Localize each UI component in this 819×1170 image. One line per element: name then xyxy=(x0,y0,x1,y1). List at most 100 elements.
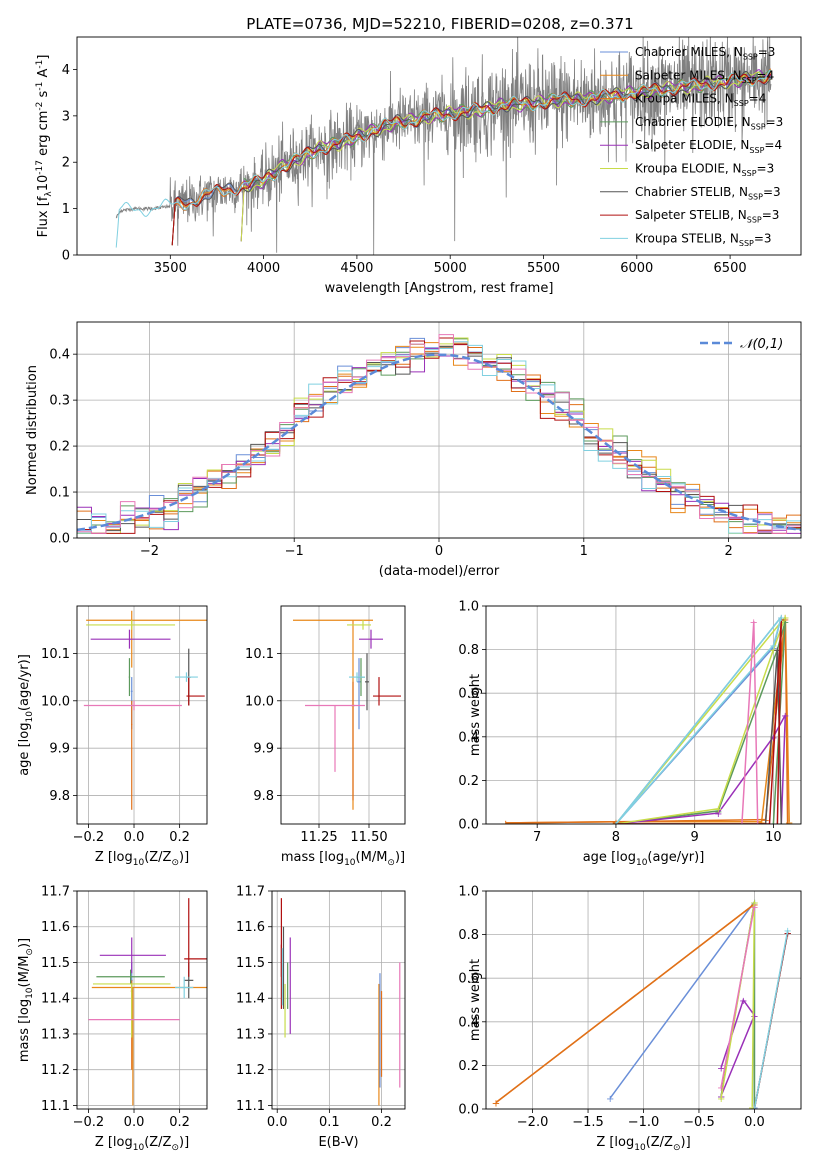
weight_vs_Z-ytick-label: 0.4 xyxy=(458,1015,479,1030)
weight-age-marker: + xyxy=(738,820,746,831)
axes-frame xyxy=(76,605,208,825)
mass_vs_ebv-xtick-label: 0.0 xyxy=(267,1115,288,1130)
mass_vs_ebv-ytick-label: 11.6 xyxy=(236,920,265,935)
weight-age-marker: + xyxy=(714,805,722,816)
mass_vs_ebv-ytick-label: 11.4 xyxy=(236,992,265,1007)
age_vs_Z-ytick-label: 10.1 xyxy=(41,647,70,662)
weight-age-marker: + xyxy=(612,820,620,831)
weight-age-line xyxy=(615,714,787,824)
weight-z-marker: + xyxy=(492,1098,500,1109)
mass_vs_Z-ytick-label: 11.7 xyxy=(41,885,70,900)
age_vs_Z-xtick-label: 0.0 xyxy=(124,830,145,845)
weight-z-marker: + xyxy=(717,1083,725,1094)
age_vs_mass-ytick-label: 9.9 xyxy=(253,742,274,757)
mass_vs_ebv-axes: 0.0 0.1 0.2 11.1 11.2 11.3 11.4 11.5 11.6 11.7 xyxy=(236,885,406,1130)
weight_vs_Z-xtick-label: −1.5 xyxy=(572,1115,604,1130)
weight_vs_Z-xlabel: Z [log10​(Z/Z⊙​)] xyxy=(596,1135,690,1153)
weight-z-marker: + xyxy=(739,996,747,1007)
weight-age-marker: + xyxy=(769,646,777,657)
spectrum-xtick-label: 4500 xyxy=(340,261,373,276)
axes-frame xyxy=(280,605,406,825)
axes-frame xyxy=(485,605,802,825)
weight-z-marker: + xyxy=(748,1103,756,1114)
mass_vs_Z-ytick-label: 11.5 xyxy=(41,956,70,971)
age_vs_mass-plot-area xyxy=(293,619,401,810)
mass_vs_ebv-xlabel: E(B-V) xyxy=(318,1135,358,1150)
weight_vs_Z-plot-area: +++++++++++++++++++++++++ xyxy=(492,898,792,1114)
weight_vs_Z-xtick-label: −2.0 xyxy=(517,1115,549,1130)
residuals-xtick-label: 1 xyxy=(580,544,588,559)
age_vs_mass-xlabel: mass [log10​(M/M⊙​)] xyxy=(281,850,405,868)
weight_vs_Z-ytick-label: 0.8 xyxy=(458,928,479,943)
weight_vs_age-xtick-label: 9 xyxy=(691,830,699,845)
weight-age-marker: + xyxy=(773,646,781,657)
weight-age-marker: + xyxy=(777,820,785,831)
mass_vs_Z-ytick-label: 11.4 xyxy=(41,992,70,1007)
weight-age-marker: + xyxy=(785,818,793,829)
mass_vs_Z-xtick-label: −0.2 xyxy=(73,1115,105,1130)
age_vs_Z-plot-area xyxy=(83,610,207,810)
weight-age-marker: + xyxy=(781,617,789,628)
age_vs_Z-ytick-label: 9.8 xyxy=(49,789,70,804)
mass_vs_Z-xlabel: Z [log10​(Z/Z⊙​)] xyxy=(95,1135,189,1153)
residuals-ytick-label: 0.3 xyxy=(49,394,70,409)
residuals-xtick-label: 0 xyxy=(435,544,443,559)
weight_vs_Z-ytick-label: 0.6 xyxy=(458,972,479,987)
weight-age-marker: + xyxy=(612,820,620,831)
weight-age-marker: + xyxy=(612,818,620,829)
mass_vs_Z-ytick-label: 11.2 xyxy=(41,1063,70,1078)
spectrum-ytick-label: 1 xyxy=(62,202,70,217)
weight_vs_age-ytick-label: 0.0 xyxy=(458,818,479,833)
spectrum-ytick-label: 2 xyxy=(62,156,70,171)
legend-label: Salpeter ELODIE, NSSP​=4 xyxy=(635,138,782,155)
weight-age-marker: + xyxy=(612,820,620,831)
mass_vs_Z-xtick-label: 0.0 xyxy=(124,1115,145,1130)
mass_vs_ebv-ytick-label: 11.7 xyxy=(236,885,265,900)
legend-label: Kroupa MILES, NSSP​=4 xyxy=(635,92,766,109)
legend-label: Chabrier MILES, NSSP​=3 xyxy=(635,45,775,62)
mass_vs_Z-ylabel: mass [log10​(M/M⊙​)] xyxy=(17,938,35,1062)
residual-histogram xyxy=(77,337,801,534)
mass_vs_Z-plot-area xyxy=(88,898,207,1106)
residuals-ytick-label: 0.1 xyxy=(49,486,70,501)
residuals-ytick-label: 0.4 xyxy=(49,348,70,363)
age_vs_mass-ytick-label: 10.1 xyxy=(245,647,274,662)
weight-age-marker: + xyxy=(777,613,785,624)
mass_vs_Z-axes: −0.2 0.0 0.2 11.1 11.2 11.3 11.4 11.5 11.6 11.7 xyxy=(41,885,208,1130)
weight-age-marker: + xyxy=(612,820,620,831)
spectrum-xtick-label: 3500 xyxy=(154,261,187,276)
spectrum-axes: 3500 4000 4500 5000 5500 6000 6500 0 1 2 3 4 xyxy=(62,36,802,276)
weight_vs_age-ytick-label: 0.4 xyxy=(458,730,479,745)
weight-age-marker: + xyxy=(501,819,509,830)
weight_vs_age-ytick-label: 0.8 xyxy=(458,643,479,658)
age_vs_mass-xtick-label: 11.50 xyxy=(350,830,387,845)
mass_vs_Z-xtick-label: 0.2 xyxy=(169,1115,190,1130)
weight-z-marker: + xyxy=(717,1094,725,1105)
weight-age-marker: + xyxy=(777,615,785,626)
weight_vs_Z-ytick-label: 1.0 xyxy=(458,885,479,900)
weight-age-marker: + xyxy=(757,818,765,829)
spectrum-xtick-label: 5500 xyxy=(527,261,560,276)
spectrum-model-line xyxy=(171,70,772,246)
weight-z-marker: + xyxy=(750,1011,758,1022)
legend-label: Salpeter STELIB, NSSP​=3 xyxy=(635,208,779,225)
mass_vs_ebv-xtick-label: 0.2 xyxy=(371,1115,392,1130)
weight_vs_Z-xtick-label: −1.0 xyxy=(628,1115,660,1130)
mass_vs_ebv-ytick-label: 11.1 xyxy=(236,1099,265,1114)
weight-z-marker: + xyxy=(492,1098,500,1109)
axes-frame xyxy=(485,890,802,1110)
legend-label: Kroupa ELODIE, NSSP​=3 xyxy=(635,162,774,179)
weight_vs_age-ytick-label: 1.0 xyxy=(458,600,479,615)
weight_vs_age-ytick-label: 0.2 xyxy=(458,774,479,789)
mass_vs_ebv-plot-area xyxy=(280,898,401,1106)
age_vs_Z-xtick-label: −0.2 xyxy=(73,830,105,845)
spectrum-model-line xyxy=(171,73,772,246)
weight_vs_age-xlabel: age [log10​(age/yr)] xyxy=(583,850,705,868)
spectrum-xtick-label: 5000 xyxy=(434,261,467,276)
spectrum-xtick-label: 4000 xyxy=(247,261,280,276)
weight-z-line xyxy=(720,901,756,1107)
weight-age-marker: + xyxy=(612,818,620,829)
residuals-ytick-label: 0.2 xyxy=(49,440,70,455)
age_vs_Z-xlabel: Z [log10​(Z/Z⊙​)] xyxy=(95,850,189,868)
axes-frame xyxy=(76,36,802,256)
